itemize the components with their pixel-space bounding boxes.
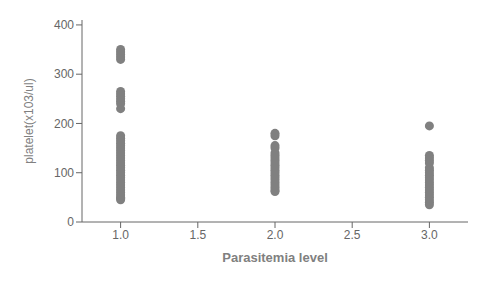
- svg-text:400: 400: [54, 18, 74, 32]
- svg-text:3.0: 3.0: [421, 228, 438, 242]
- svg-text:300: 300: [54, 67, 74, 81]
- svg-text:1.0: 1.0: [112, 228, 129, 242]
- svg-text:2.5: 2.5: [344, 228, 361, 242]
- svg-text:0: 0: [67, 215, 74, 229]
- svg-text:Parasitemia level: Parasitemia level: [222, 250, 328, 265]
- svg-text:2.0: 2.0: [267, 228, 284, 242]
- svg-text:200: 200: [54, 117, 74, 131]
- svg-text:platelet(x103/ul): platelet(x103/ul): [22, 78, 36, 163]
- svg-text:1.5: 1.5: [189, 228, 206, 242]
- svg-text:100: 100: [54, 166, 74, 180]
